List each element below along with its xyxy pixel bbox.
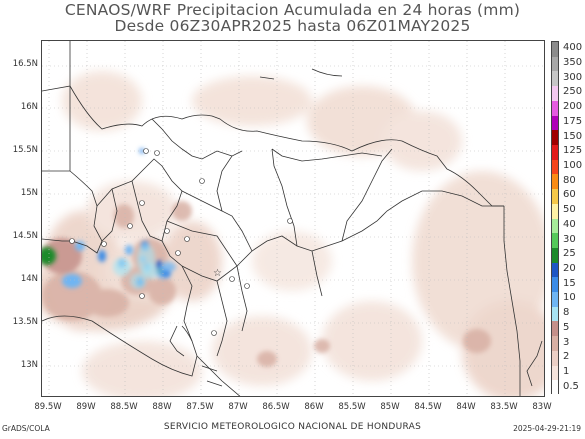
colorbar-swatch xyxy=(552,306,558,322)
colorbar-swatch xyxy=(552,189,558,205)
city-markers xyxy=(69,148,293,336)
map-title-line-1: CENAOS/WRF Precipitacion Acumulada en 24… xyxy=(64,1,521,19)
lon-label: 87W xyxy=(228,402,248,412)
colorbar-label: 3 xyxy=(563,336,570,348)
colorbar-swatch xyxy=(552,42,558,58)
colorbar-label: 200 xyxy=(563,101,583,113)
colorbar-swatch xyxy=(552,247,558,264)
colorbar-label: 8 xyxy=(563,307,570,319)
lon-label: 83.5W xyxy=(490,402,518,412)
colorbar-swatch xyxy=(552,71,558,87)
colorbar-label: 50 xyxy=(563,204,576,216)
colorbar-label: 0.5 xyxy=(563,380,579,392)
lat-label: 14.5N xyxy=(12,231,38,241)
lat-label: 14N xyxy=(20,274,38,284)
generation-timestamp: 2025-04-29-21:19 xyxy=(513,424,581,433)
lon-label: 89.5W xyxy=(34,402,62,412)
lon-label: 88.5W xyxy=(110,402,138,412)
colorbar-label: 1 xyxy=(563,365,570,377)
colorbar-label: 20 xyxy=(563,262,576,274)
map-title-line-2: Desde 06Z30APR2025 hasta 06Z01MAY2025 xyxy=(114,17,471,35)
lat-label: 15.5N xyxy=(12,145,38,155)
map-canvas: ☆ xyxy=(42,41,544,396)
colorbar-swatch xyxy=(552,218,558,234)
colorbar-swatch xyxy=(552,380,558,396)
lon-label: 85.5W xyxy=(338,402,366,412)
capital-star-icon: ☆ xyxy=(213,268,222,279)
colorbar-swatch xyxy=(552,292,558,308)
lon-label: 89W xyxy=(76,402,96,412)
lon-label: 88W xyxy=(152,402,172,412)
colorbar-swatch xyxy=(552,321,558,337)
colorbar-swatch xyxy=(552,159,558,175)
colorbar-swatch xyxy=(552,277,558,293)
colorbar-swatch xyxy=(552,130,558,146)
lon-label: 86W xyxy=(304,402,324,412)
colorbar-swatch xyxy=(552,336,558,352)
colorbar-swatch xyxy=(552,144,558,161)
colorbar-label: 25 xyxy=(563,248,576,260)
colorbar-label: 250 xyxy=(563,86,583,98)
lon-label: 86.5W xyxy=(262,402,290,412)
colorbar-label: 150 xyxy=(563,130,583,142)
lat-label: 15N xyxy=(20,188,38,198)
precip-cells-heavy xyxy=(42,148,176,289)
colorbar-label: 5 xyxy=(563,321,570,333)
colorbar-swatch xyxy=(552,233,558,249)
lon-label: 85W xyxy=(380,402,400,412)
colorbar-label: 2 xyxy=(563,351,570,363)
colorbar-swatch xyxy=(552,365,558,381)
lon-label: 83W xyxy=(532,402,552,412)
colorbar-swatch xyxy=(552,350,558,367)
colorbar-label: 125 xyxy=(563,145,583,157)
colorbar-label: 80 xyxy=(563,174,576,186)
map-borders xyxy=(42,41,543,396)
colorbar-swatch xyxy=(552,100,558,117)
colorbar-label: 175 xyxy=(563,115,583,127)
agency-name: SERVICIO METEOROLOGICO NACIONAL DE HONDU… xyxy=(163,422,422,432)
lat-label: 13N xyxy=(20,360,38,370)
colorbar-swatch xyxy=(552,56,558,72)
colorbar-label: 350 xyxy=(563,57,583,69)
precipitation-map: ☆ xyxy=(41,40,545,397)
colorbar-label: 10 xyxy=(563,292,576,304)
colorbar-label: 100 xyxy=(563,160,583,172)
colorbar-swatch xyxy=(552,262,558,278)
colorbar-label: 400 xyxy=(563,42,583,54)
lon-label: 84W xyxy=(456,402,476,412)
colorbar-label: 40 xyxy=(563,218,576,230)
software-credit: GrADS/COLA xyxy=(2,424,50,433)
lat-label: 16N xyxy=(20,102,38,112)
colorbar-swatch xyxy=(552,86,558,102)
colorbar-swatch xyxy=(552,203,558,219)
colorbar-label: 30 xyxy=(563,233,576,245)
colorbar-swatch xyxy=(552,174,558,190)
precip-colorbar xyxy=(551,41,559,396)
colorbar-label: 300 xyxy=(563,71,583,83)
lon-label: 87.5W xyxy=(186,402,214,412)
colorbar-label: 60 xyxy=(563,189,576,201)
lon-label: 84.5W xyxy=(414,402,442,412)
lat-label: 13.5N xyxy=(12,317,38,327)
map-grid xyxy=(42,41,544,396)
colorbar-label: 15 xyxy=(563,277,576,289)
colorbar-swatch xyxy=(552,115,558,131)
lat-label: 16.5N xyxy=(12,59,38,69)
